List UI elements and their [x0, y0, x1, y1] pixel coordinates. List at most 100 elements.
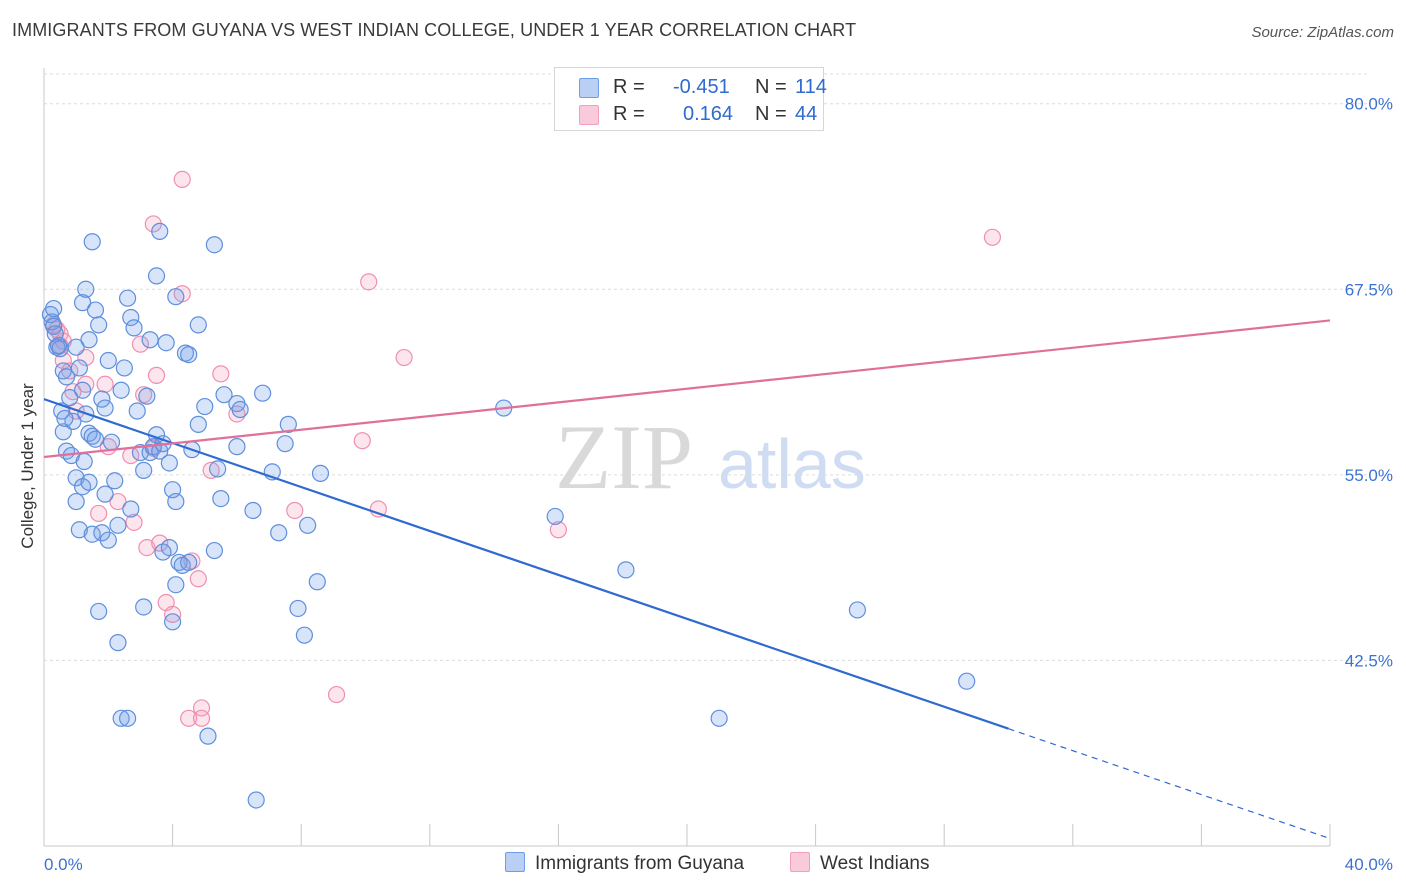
axes: [43, 68, 1331, 847]
bottom-legend-swatch-west: [790, 852, 810, 872]
data-point-guyana: [115, 359, 133, 377]
data-point-west-indians: [983, 228, 1002, 246]
data-point-west-indians: [131, 335, 150, 353]
data-point-guyana: [231, 400, 249, 419]
data-point-guyana: [295, 626, 314, 644]
data-point-guyana: [196, 397, 214, 416]
data-point-guyana: [93, 390, 111, 408]
data-point-guyana: [122, 500, 140, 518]
data-point-guyana: [848, 601, 866, 619]
data-point-guyana: [77, 280, 95, 298]
data-point-guyana: [73, 381, 92, 399]
legend-swatch-guyana: [579, 78, 599, 98]
data-point-guyana: [151, 222, 169, 240]
data-point-guyana: [546, 507, 564, 526]
data-point-west-indians: [180, 709, 198, 727]
data-point-guyana: [70, 521, 88, 539]
data-point-west-indians: [327, 685, 346, 704]
data-point-west-indians: [151, 534, 169, 552]
legend-n-value: 44: [795, 103, 818, 125]
data-point-guyana: [617, 561, 635, 579]
data-point-guyana: [86, 430, 105, 448]
trend-line-guyana-extension: [1008, 728, 1331, 840]
bottom-legend-label-west: West Indians: [820, 853, 930, 874]
data-point-guyana: [254, 384, 272, 402]
data-point-guyana: [270, 524, 288, 542]
data-point-guyana: [80, 473, 98, 491]
data-point-guyana: [289, 599, 307, 618]
data-point-guyana: [106, 472, 124, 490]
data-point-guyana: [83, 427, 101, 445]
watermark: ZIP atlas: [555, 406, 866, 508]
data-point-guyana: [135, 598, 153, 616]
data-point-guyana: [109, 516, 127, 534]
data-point-west-indians: [147, 366, 166, 384]
data-point-guyana: [45, 299, 63, 318]
data-point-guyana: [112, 381, 130, 399]
data-point-guyana: [109, 634, 127, 652]
watermark-zip: ZIP: [555, 406, 693, 508]
data-point-guyana: [212, 490, 230, 508]
legend-n-label: N =: [755, 76, 787, 98]
data-point-guyana: [54, 423, 72, 441]
data-point-guyana: [205, 236, 223, 254]
data-point-guyana: [170, 553, 188, 572]
data-point-west-indians: [212, 365, 230, 383]
data-point-guyana: [157, 334, 175, 352]
data-point-guyana: [135, 461, 153, 479]
data-point-guyana: [189, 316, 207, 334]
y-tick-label: 80.0%: [1345, 95, 1393, 114]
data-point-guyana: [180, 345, 198, 364]
legend-n-label: N =: [755, 103, 787, 125]
data-point-guyana: [73, 294, 92, 312]
bottom-legend-guyana: Immigrants from Guyana: [505, 852, 744, 875]
data-point-west-indians: [286, 501, 304, 520]
data-point-guyana: [67, 338, 85, 356]
data-point-guyana: [247, 791, 265, 809]
gridlines: [44, 73, 1370, 661]
data-point-guyana: [228, 438, 246, 456]
data-point-guyana: [167, 288, 185, 306]
data-point-guyana: [167, 492, 185, 511]
data-point-guyana: [160, 454, 178, 472]
source-credit: Source: ZipAtlas.com: [1251, 24, 1394, 41]
data-point-guyana: [125, 319, 143, 337]
y-tick-label: 55.0%: [1345, 466, 1393, 485]
data-point-guyana: [118, 709, 137, 727]
data-point-west-indians: [90, 504, 108, 523]
watermark-atlas: atlas: [718, 425, 866, 503]
data-point-guyana: [118, 289, 137, 307]
bottom-legend-west: West Indians: [790, 852, 929, 875]
data-point-guyana: [57, 368, 76, 386]
data-point-guyana: [276, 435, 294, 453]
data-point-west-indians: [202, 461, 220, 479]
data-point-west-indians: [192, 709, 211, 727]
legend-r-label: R =: [613, 76, 645, 98]
tick-labels: 42.5% 55.0% 67.5% 80.0% 0.0% 40.0%: [44, 95, 1393, 874]
data-point-guyana: [167, 576, 185, 594]
data-point-west-indians: [138, 538, 156, 557]
data-point-west-indians: [109, 492, 127, 511]
data-point-guyana: [56, 409, 74, 428]
data-point-guyana: [147, 267, 166, 285]
data-point-west-indians: [96, 375, 114, 393]
data-point-guyana: [122, 308, 140, 327]
legend-n-value: 114: [795, 76, 827, 98]
data-point-guyana: [215, 386, 233, 404]
legend-r-value: 0.164: [683, 103, 734, 125]
data-point-guyana: [164, 613, 182, 631]
data-point-guyana: [209, 460, 227, 478]
data-point-guyana: [61, 389, 79, 407]
legend-swatch-west: [579, 105, 599, 125]
data-point-west-indians: [173, 170, 191, 189]
bottom-legend-label-guyana: Immigrants from Guyana: [535, 853, 745, 874]
trend-line-west-indians: [43, 319, 1331, 459]
data-point-guyana: [154, 543, 172, 561]
x-tick-label-min: 0.0%: [44, 855, 83, 874]
data-point-guyana: [80, 331, 98, 349]
data-point-guyana: [128, 402, 146, 420]
data-point-guyana: [75, 452, 93, 471]
data-point-guyana: [99, 351, 117, 370]
data-point-guyana: [83, 233, 101, 251]
